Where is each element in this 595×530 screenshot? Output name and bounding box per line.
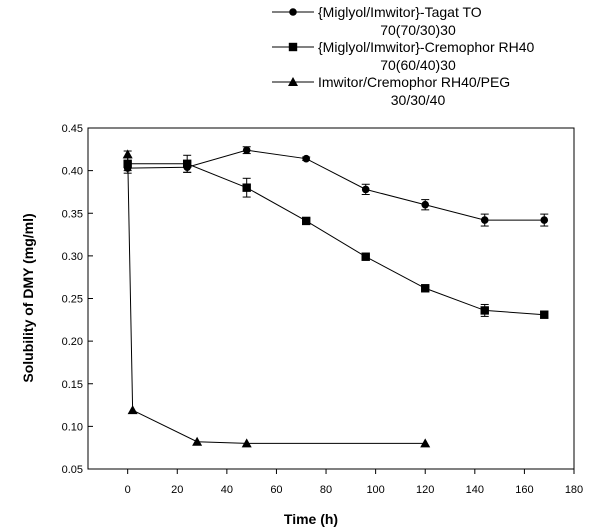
y-tick-label: 0.20 — [62, 336, 83, 348]
data-point-triangle — [122, 149, 133, 159]
legend-marker — [289, 8, 297, 16]
data-point-triangle — [420, 438, 431, 448]
legend-label: {Miglyol/Imwitor}-Tagat TO — [318, 4, 482, 20]
x-tick-label: 60 — [270, 484, 282, 496]
y-tick-label: 0.05 — [62, 464, 83, 476]
y-tick-label: 0.40 — [62, 166, 83, 178]
legend-label-line2: 70(70/30)30 — [380, 22, 456, 38]
data-point-square — [302, 216, 311, 226]
legend: {Miglyol/Imwitor}-Tagat TO 70(70/30)30{Mi… — [272, 4, 535, 108]
data-point-square — [242, 183, 251, 192]
y-tick-label: 0.30 — [62, 251, 83, 263]
series-square — [123, 154, 549, 319]
x-tick-label: 80 — [320, 484, 332, 496]
data-point-circle — [242, 146, 251, 154]
x-tick-label: 180 — [565, 484, 583, 496]
y-tick-label: 0.25 — [62, 294, 83, 306]
series-line — [127, 154, 426, 444]
x-tick-label: 40 — [221, 484, 233, 496]
series-triangle — [122, 149, 431, 448]
x-tick-label: 120 — [416, 484, 434, 496]
legend-label: Imwitor/Cremophor RH40/PEG — [318, 74, 510, 90]
plot-frame — [87, 127, 575, 470]
y-tick-label: 0.10 — [62, 421, 83, 433]
data-point-circle — [421, 200, 430, 209]
data-point-circle — [361, 185, 370, 194]
legend-marker — [288, 42, 298, 52]
x-tick-label: 20 — [171, 484, 183, 496]
data-point-square — [361, 252, 370, 261]
data-point-triangle — [127, 405, 138, 415]
y-axis-title: Solubility of DMY (mg/ml) — [20, 213, 36, 382]
x-tick-label: 100 — [366, 484, 384, 496]
x-tick-label: 140 — [466, 484, 484, 496]
data-point-triangle — [241, 438, 252, 448]
data-point-square — [480, 306, 489, 315]
legend-label-line2: 70(60/40)30 — [380, 57, 456, 73]
series-line — [127, 163, 545, 316]
legend-label-line2: 30/30/40 — [391, 92, 446, 108]
series-line — [127, 149, 545, 221]
legend-entry: Imwitor/Cremophor RH40/PEG 30/30/40 — [272, 74, 510, 108]
data-point-circle — [480, 216, 489, 224]
y-axis: 0.05 0.10 0.15 0.20 0.25 0.30 0.35 0.40 0.45 — [62, 123, 93, 476]
x-axis: 0 20 40 60 80 100 120 140 160 180 — [125, 469, 583, 496]
legend-label: {Miglyol/Imwitor}-Cremophor RH40 — [318, 39, 535, 55]
series-layer — [122, 146, 549, 448]
x-axis-title: Time (h) — [284, 511, 338, 527]
data-point-square — [540, 310, 549, 319]
data-point-circle — [302, 154, 311, 163]
y-tick-label: 0.45 — [62, 123, 83, 135]
data-point-circle — [540, 216, 549, 224]
legend-entry: {Miglyol/Imwitor}-Cremophor RH40 70(60/40… — [272, 39, 535, 73]
legend-marker — [288, 77, 298, 86]
data-point-square — [421, 284, 430, 293]
x-tick-label: 160 — [515, 484, 533, 496]
legend-entry: {Miglyol/Imwitor}-Tagat TO 70(70/30)30 — [272, 4, 482, 38]
y-tick-label: 0.35 — [62, 208, 83, 220]
data-point-triangle — [192, 436, 203, 446]
y-tick-label: 0.15 — [62, 379, 83, 391]
x-tick-label: 0 — [125, 484, 131, 496]
data-point-square — [182, 159, 192, 169]
